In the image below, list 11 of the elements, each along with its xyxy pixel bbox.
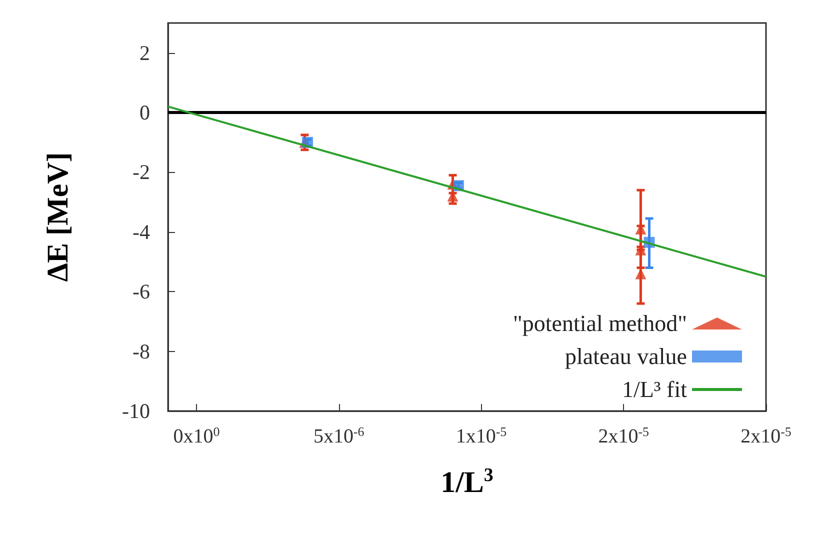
- y-tick-label: -6: [132, 280, 150, 304]
- y-tick-label: -4: [132, 220, 150, 244]
- legend-label: 1/L³ fit: [622, 377, 688, 402]
- y-tick-label: 0: [140, 100, 150, 125]
- y-tick-label: -8: [132, 339, 150, 364]
- y-tick-label: -10: [122, 399, 150, 423]
- y-axis-title: ΔE [MeV]: [42, 152, 74, 282]
- legend-label: plateau value: [565, 344, 687, 369]
- legend-label: "potential method": [513, 311, 687, 336]
- y-tick-label: 2: [140, 40, 150, 65]
- y-tick-label: -2: [132, 160, 150, 184]
